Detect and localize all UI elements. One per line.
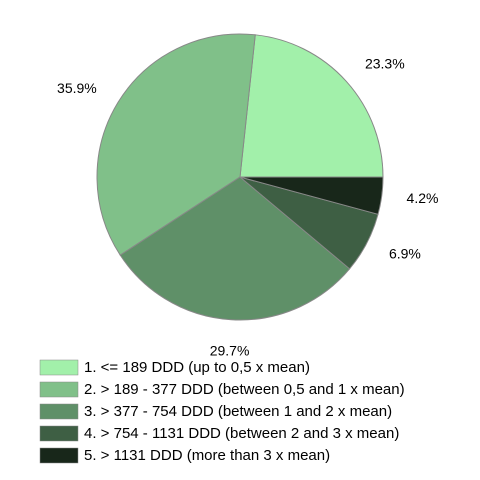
pie-slice [239, 176, 384, 215]
legend-label: 4. > 754 - 1131 DDD (between 2 and 3 x m… [84, 425, 399, 442]
pie-slice [239, 34, 384, 178]
slice-label: 29.7% [210, 342, 250, 358]
slice-label: 6.9% [389, 245, 421, 261]
legend-swatch [39, 403, 79, 420]
legend-swatch [39, 447, 79, 464]
legend-label: 5. > 1131 DDD (more than 3 x mean) [84, 447, 330, 464]
legend-label: 1. <= 189 DDD (up to 0,5 x mean) [84, 359, 310, 376]
legend-swatch [39, 381, 79, 398]
legend-label: 2. > 189 - 377 DDD (between 0,5 and 1 x … [84, 381, 405, 398]
slice-label: 4.2% [407, 190, 439, 206]
slice-label: 23.3% [365, 55, 405, 71]
legend-swatch [39, 425, 79, 442]
pie-slice [119, 176, 351, 321]
legend-label: 3. > 377 - 754 DDD (between 1 and 2 x me… [84, 403, 392, 420]
pie-slice [96, 33, 256, 256]
legend-swatch [39, 359, 79, 376]
slice-label: 35.9% [57, 80, 97, 96]
